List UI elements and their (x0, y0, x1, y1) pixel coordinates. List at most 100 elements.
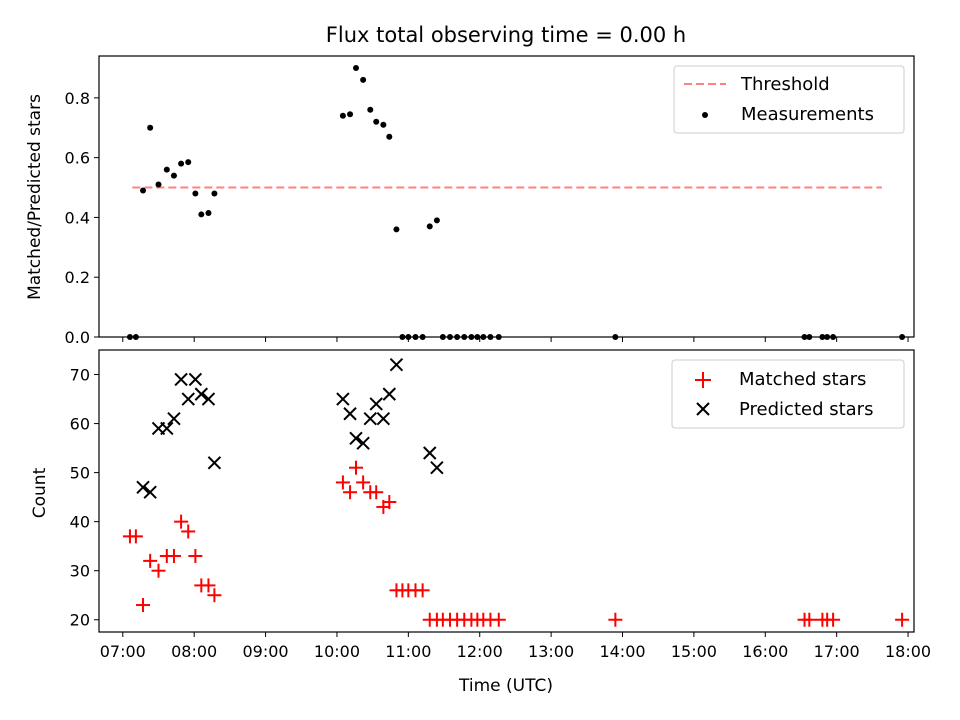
bottom-y-axis-label: Count (30, 467, 50, 518)
measurement-point (185, 159, 192, 166)
measurement-point (360, 76, 367, 83)
predicted-legend-marker (696, 402, 710, 416)
predicted-stars-point (423, 446, 437, 460)
matched-stars-point (382, 495, 397, 510)
measurement-point (426, 223, 433, 230)
measurements-legend-label: Measurements (741, 104, 874, 125)
predicted-stars-point (167, 411, 181, 426)
matched-stars-point (174, 514, 189, 529)
bottom-x-axis-label: Time (UTC) (458, 676, 553, 696)
measurement-point (339, 112, 346, 119)
top-panel: Flux total observing time = 0.00 h Match… (25, 23, 915, 347)
matched-stars-point (188, 548, 203, 563)
bottom-legend-box (671, 359, 905, 429)
measurements-legend-marker (702, 112, 708, 118)
predicted-stars-point (389, 358, 404, 372)
matched-stars-point (895, 612, 910, 627)
x-tick-label: 09:00 (243, 642, 289, 661)
predicted-stars-point (356, 436, 370, 450)
y-tick-label: 0.0 (65, 328, 90, 347)
x-tick-label: 08:00 (171, 642, 217, 661)
matched-legend-label: Matched stars (739, 369, 866, 390)
predicted-stars-point (174, 372, 188, 387)
matched-stars-point (166, 548, 181, 563)
measurement-point (367, 106, 374, 113)
predicted-stars-point (201, 392, 216, 406)
measurement-point (155, 181, 162, 188)
matched-stars-point (826, 612, 841, 627)
x-tick-label: 17:00 (814, 642, 860, 661)
predicted-stars-point (207, 456, 222, 470)
top-chart-title: Flux total observing time = 0.00 h (326, 23, 686, 47)
predicted-stars-point (181, 392, 195, 406)
measurement-point (192, 190, 199, 197)
measurement-point (393, 226, 400, 233)
top-y-axis-label: Matched/Predicted stars (25, 94, 45, 300)
predicted-stars-point (160, 421, 174, 436)
measurement-point (352, 64, 359, 71)
measurement-point (140, 187, 147, 194)
top-axes-content: 0.0 0.2 0.4 0.6 0.8 (65, 64, 909, 347)
matched-stars-point (128, 529, 143, 544)
matched-stars-point (491, 612, 506, 627)
y-tick-label: 60 (70, 415, 90, 434)
bottom-panel: Count Time (UTC) 07:00 08:00 09:00 10:00 11:… (30, 349, 931, 696)
y-tick-label: 0.6 (65, 149, 90, 168)
predicted-stars-point (376, 411, 391, 426)
measurement-point (386, 133, 393, 140)
bottom-axes-content: 07:00 08:00 09:00 10:00 11:00 12:00 13:00 14:00… (70, 358, 931, 661)
y-tick-label: 40 (70, 513, 90, 532)
predicted-stars-point (382, 387, 397, 401)
y-tick-label: 70 (70, 366, 90, 385)
predicted-stars-point (349, 431, 363, 445)
matched-stars-point (201, 578, 216, 593)
y-tick-label: 20 (70, 611, 90, 630)
predicted-stars-point (136, 480, 150, 495)
matched-stars-point (802, 612, 817, 627)
measurement-point (198, 211, 205, 218)
measurement-point (205, 209, 212, 216)
matched-stars-point (608, 612, 623, 627)
matched-stars-point (343, 485, 358, 500)
measurement-point (211, 190, 218, 197)
matched-stars-point (356, 475, 371, 490)
matched-stars-point (348, 460, 363, 475)
measurement-point (170, 172, 177, 179)
bottom-legend: Matched stars Predicted stars (671, 359, 905, 429)
y-tick-label: 0.4 (65, 208, 90, 227)
x-tick-label: 16:00 (742, 642, 788, 661)
x-tick-label: 14:00 (599, 642, 645, 661)
measurement-point (433, 217, 440, 224)
predicted-stars-point (194, 387, 209, 401)
measurement-point (347, 111, 354, 118)
matched-stars-point (151, 563, 166, 578)
measurement-point (178, 160, 185, 167)
matched-legend-marker (695, 372, 711, 388)
matched-stars-point (181, 524, 196, 539)
y-tick-label: 30 (70, 562, 90, 581)
x-tick-label: 10:00 (314, 642, 360, 661)
predicted-stars-point (343, 407, 357, 421)
top-legend: Threshold Measurements (673, 65, 905, 134)
top-legend-box (673, 65, 905, 134)
x-tick-label: 15:00 (671, 642, 717, 661)
x-tick-label: 13:00 (528, 642, 574, 661)
matched-stars-point (143, 553, 158, 568)
x-tick-label: 18:00 (885, 642, 931, 661)
y-tick-label: 50 (70, 464, 90, 483)
matched-stars-point (415, 583, 430, 598)
matched-stars-point (335, 475, 350, 490)
matched-stars-point (207, 588, 222, 603)
top-axes-frame (98, 55, 915, 338)
measurement-point (373, 118, 380, 125)
predicted-legend-label: Predicted stars (739, 399, 873, 420)
predicted-stars-point (143, 485, 157, 499)
y-tick-label: 0.8 (65, 89, 90, 108)
predicted-stars-point (336, 392, 350, 406)
matched-stars-point (369, 485, 384, 500)
x-tick-label: 11:00 (385, 642, 431, 661)
x-tick-label: 07:00 (100, 642, 146, 661)
bottom-axes-frame (98, 349, 915, 633)
measurement-point (147, 124, 154, 131)
